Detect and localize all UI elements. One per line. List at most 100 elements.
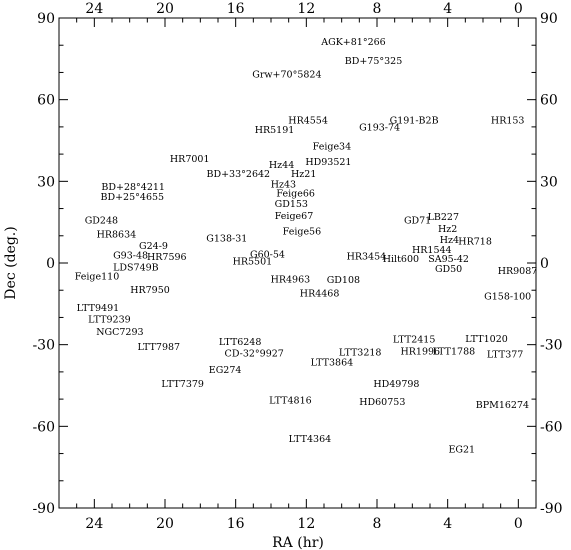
y-tick-label-left-30: 30 — [37, 174, 55, 190]
star-label: Feige67 — [275, 211, 314, 222]
y-tick-label-left-60: 60 — [37, 93, 55, 109]
star-label: EG21 — [448, 445, 475, 456]
x-tick-label-bottom-0: 0 — [514, 516, 523, 532]
star-label: HR153 — [491, 115, 525, 126]
star-label: AGK+81°266 — [320, 37, 385, 48]
star-label: LB227 — [428, 212, 459, 223]
star-label: Hz21 — [291, 169, 316, 180]
star-label: HD49798 — [373, 379, 419, 390]
y-tick-label-left--60: -60 — [32, 419, 55, 435]
star-label: HR1544 — [412, 245, 452, 256]
x-tick-label-bottom-20: 20 — [156, 516, 174, 532]
y-tick-label-left--90: -90 — [32, 501, 55, 517]
star-label: G158-100 — [484, 291, 531, 302]
star-label: LTT6248 — [219, 337, 262, 348]
x-tick-label-top-12: 12 — [297, 1, 315, 17]
star-label: LTT7987 — [138, 342, 181, 353]
star-label: HR7001 — [170, 154, 210, 165]
star-label: LTT4364 — [289, 434, 332, 445]
x-tick-label-top-20: 20 — [156, 1, 174, 17]
star-label: HR4963 — [271, 274, 311, 285]
y-tick-label-left--30: -30 — [32, 338, 55, 354]
star-label: LTT2415 — [393, 334, 436, 345]
y-tick-label-right-60: 60 — [540, 93, 558, 109]
y-tick-label-right--90: -90 — [540, 501, 563, 517]
y-tick-label-right--30: -30 — [540, 338, 563, 354]
star-label: LTT7379 — [161, 379, 204, 390]
axis-ticks — [59, 17, 536, 509]
x-tick-label-bottom-8: 8 — [373, 516, 382, 532]
y-tick-label-right-0: 0 — [540, 256, 549, 272]
star-label: BD+33°2642 — [207, 169, 271, 180]
y-tick-label-left-90: 90 — [37, 11, 55, 27]
x-axis-title: RA (hr) — [272, 535, 324, 550]
star-label: Feige56 — [283, 226, 322, 237]
axis-tick-labels: 24 24 20 20 16 16 12 12 8 8 4 4 0 0 90 90 60 60 30 30 0 0 -30 -… — [32, 1, 562, 532]
star-label: Grw+70°5824 — [252, 70, 321, 81]
x-tick-label-top-8: 8 — [373, 1, 382, 17]
star-label: GD50 — [435, 264, 462, 275]
star-label: NGC7293 — [96, 327, 143, 338]
star-label: LTT3864 — [311, 358, 354, 369]
star-label: LTT9239 — [88, 315, 131, 326]
x-tick-label-bottom-4: 4 — [443, 516, 452, 532]
star-label: HR5191 — [255, 125, 295, 136]
star-label: HD93521 — [305, 157, 351, 168]
star-label: Feige34 — [313, 141, 352, 152]
star-label: G138-31 — [206, 234, 247, 245]
star-label: HR9087 — [498, 266, 538, 277]
star-label: GD71 — [404, 216, 431, 227]
star-label: GD108 — [327, 275, 360, 286]
y-axis-title: Dec (deg.) — [3, 226, 19, 299]
star-label: Feige110 — [75, 272, 120, 283]
x-tick-label-bottom-16: 16 — [227, 516, 245, 532]
x-tick-label-top-0: 0 — [514, 1, 523, 17]
star-label: SA95-42 — [428, 254, 469, 265]
x-tick-label-top-4: 4 — [443, 1, 452, 17]
star-label: Hz44 — [269, 160, 294, 171]
star-label: Hz43 — [271, 179, 296, 190]
star-label: BD+28°4211 — [101, 182, 165, 193]
x-tick-label-bottom-12: 12 — [297, 516, 315, 532]
star-label: LTT4816 — [269, 396, 312, 407]
star-label: G24-9 — [139, 241, 168, 252]
y-tick-label-right-30: 30 — [540, 174, 558, 190]
star-label: HR4554 — [288, 115, 328, 126]
star-label: HR7950 — [130, 285, 170, 296]
star-label: G93-48 — [113, 250, 148, 261]
x-tick-label-top-24: 24 — [85, 1, 103, 17]
star-label: LTT3218 — [339, 348, 382, 359]
star-labels: AGK+81°266 BD+75°325 Grw+70°5824 HR4554 G191… — [75, 37, 538, 456]
star-label: HR5501 — [233, 256, 273, 267]
star-label: G60-54 — [250, 250, 285, 261]
star-label: HR4468 — [300, 288, 340, 299]
x-tick-label-top-16: 16 — [227, 1, 245, 17]
star-label: HR1996 — [400, 347, 440, 358]
star-label: BPM16274 — [476, 400, 529, 411]
star-label: GD153 — [275, 199, 308, 210]
star-label: HR3454 — [347, 251, 387, 262]
star-label: Hz2 — [438, 224, 457, 235]
star-label: G191-B2B — [390, 115, 439, 126]
star-label: G193-74 — [359, 122, 400, 133]
y-tick-label-right--60: -60 — [540, 419, 563, 435]
x-tick-label-bottom-24: 24 — [85, 516, 103, 532]
star-label: Hz4 — [440, 235, 459, 246]
star-label: LTT9491 — [77, 303, 120, 314]
star-label: GD248 — [85, 216, 118, 227]
y-tick-label-left-0: 0 — [46, 256, 55, 272]
star-label: HR7596 — [147, 252, 187, 263]
y-tick-label-right-90: 90 — [540, 11, 558, 27]
star-label: Hilt600 — [383, 254, 419, 265]
star-label: EG274 — [209, 365, 242, 376]
star-label: LTT1788 — [433, 347, 476, 358]
star-label: BD+75°325 — [345, 56, 403, 67]
star-label: HR718 — [458, 237, 492, 248]
star-label: LTT1020 — [465, 334, 508, 345]
star-label: LTT377 — [487, 350, 524, 361]
star-label: CD-32°9927 — [225, 349, 284, 360]
star-label: HR8634 — [97, 230, 137, 241]
star-label: Feige66 — [276, 188, 315, 199]
star-label: BD+25°4655 — [101, 192, 165, 203]
